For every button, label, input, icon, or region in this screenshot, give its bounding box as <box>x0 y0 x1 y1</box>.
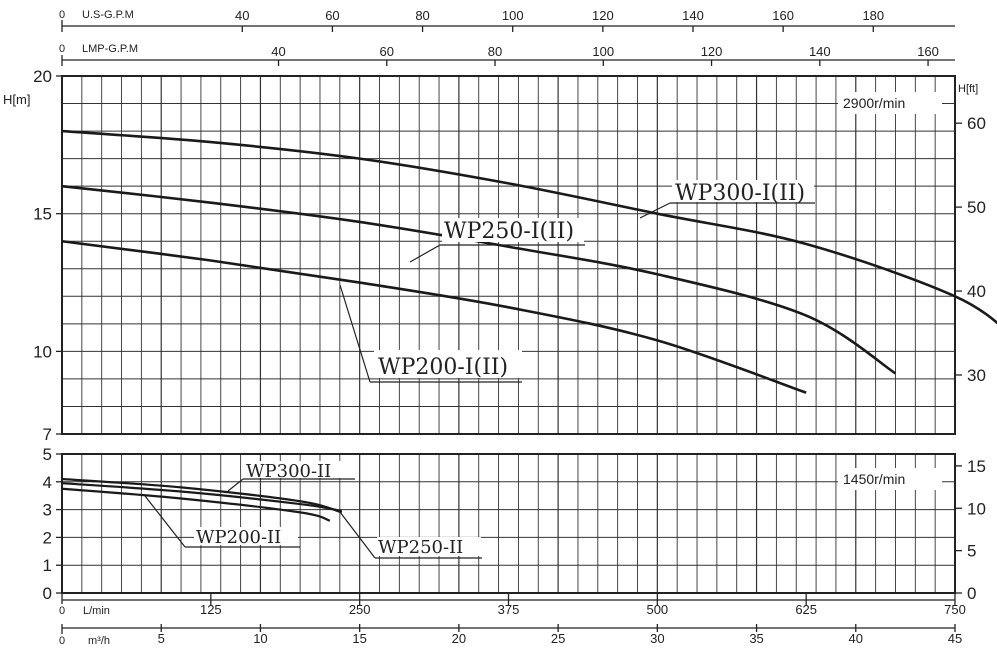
usgpm-zero: 0 <box>59 9 65 21</box>
y-ft-tick-label: 60 <box>967 114 986 133</box>
usgpm-ticks: 40 60 80 100 120 140 160 180 <box>235 8 884 32</box>
h-ft-label: H[ft] <box>958 83 978 95</box>
upper-plot-frame <box>61 75 956 435</box>
label-wp200: WP200-I(II) <box>339 284 522 383</box>
m3h-axis-label: m³/h <box>88 635 110 647</box>
usgpm-axis: 0 U.S-G.P.M 40 60 80 100 120 140 160 180 <box>59 8 955 32</box>
impgpm-tick-label: 40 <box>271 44 285 59</box>
lower-grid <box>62 454 955 593</box>
y-ft-tick-label: 10 <box>967 499 986 518</box>
upper-left-ticks: 20 15 10 7 <box>33 67 62 444</box>
curve-wp300-ii <box>61 477 343 514</box>
usgpm-tick-label: 160 <box>772 8 794 23</box>
curve-wp200-i-ii <box>61 239 807 394</box>
usgpm-tick-label: 60 <box>325 8 339 23</box>
y-tick-label: 4 <box>43 473 52 492</box>
curve-wp300-i-ii <box>61 129 997 325</box>
usgpm-tick-label: 80 <box>415 8 429 23</box>
lower-right-ticks: 15 10 5 0 <box>955 457 986 603</box>
series-label-wp200: WP200-I(II) <box>378 355 508 380</box>
impgpm-zero: 0 <box>59 43 65 55</box>
y-ft-tick-label: 0 <box>967 584 976 603</box>
impgpm-ticks: 40 60 80 100 120 140 160 <box>271 44 939 66</box>
usgpm-tick-label: 140 <box>682 8 704 23</box>
impgpm-tick-label: 120 <box>701 44 723 59</box>
label-wp200-ii: WP200-II <box>144 495 300 548</box>
usgpm-tick-label: 180 <box>862 8 884 23</box>
usgpm-tick-label: 120 <box>592 8 614 23</box>
impgpm-axis: 0 LMP-G.P.M 40 60 80 100 120 140 160 <box>59 43 955 66</box>
usgpm-tick-label: 100 <box>502 8 524 23</box>
label-wp250-ii: WP250-II <box>339 511 482 559</box>
impgpm-tick-label: 160 <box>917 44 939 59</box>
y-tick-label: 10 <box>33 342 52 361</box>
y-tick-label: 1 <box>43 556 52 575</box>
y-ft-tick-label: 30 <box>967 366 986 385</box>
m3h-tick-label: 15 <box>352 631 366 646</box>
series-label-wp300-ii: WP300-II <box>246 461 331 482</box>
lmin-tick-label: 250 <box>349 602 371 617</box>
y-tick-label: 0 <box>43 584 52 603</box>
impgpm-tick-label: 140 <box>809 44 831 59</box>
y-ft-tick-label: 50 <box>967 198 986 217</box>
lmin-tick-label: 625 <box>795 602 817 617</box>
upper-grid <box>62 76 955 434</box>
speed-label-2900: 2900r/min <box>843 95 905 111</box>
lmin-zero: 0 <box>59 605 65 617</box>
impgpm-tick-label: 80 <box>488 44 502 59</box>
series-label-wp200-ii: WP200-II <box>196 527 281 548</box>
lmin-tick-label: 375 <box>498 602 520 617</box>
label-wp250: WP250-I(II) <box>409 218 585 263</box>
lower-curves <box>61 477 343 522</box>
series-label-wp250-ii: WP250-II <box>378 537 463 558</box>
impgpm-axis-label: LMP-G.P.M <box>82 43 138 55</box>
m3h-tick-label: 35 <box>749 631 763 646</box>
y-tick-label: 3 <box>43 501 52 520</box>
m3h-tick-label: 5 <box>158 631 165 646</box>
y-tick-label: 5 <box>43 445 52 464</box>
m3h-tick-label: 40 <box>849 631 863 646</box>
series-label-wp300: WP300-I(II) <box>675 181 805 206</box>
y-ft-tick-label: 15 <box>967 457 986 476</box>
m3h-zero: 0 <box>59 635 65 647</box>
m3h-tick-label: 25 <box>551 631 565 646</box>
upper-curves <box>61 129 997 394</box>
m3h-tick-label: 30 <box>650 631 664 646</box>
lmin-tick-label: 125 <box>200 602 222 617</box>
lmin-axis: 0 L/min 125 250 375 500 625 750 <box>59 594 966 617</box>
lower-left-ticks: 5 4 3 2 1 0 <box>43 445 62 603</box>
y-tick-label: 7 <box>43 425 52 444</box>
speed-label-1450: 1450r/min <box>843 471 905 487</box>
m3h-axis: 0 m³/h 5 10 15 20 25 30 35 40 45 <box>59 624 962 647</box>
label-wp300-ii: WP300-II <box>227 461 355 492</box>
impgpm-tick-label: 100 <box>592 44 614 59</box>
y-tick-label: 20 <box>33 67 52 86</box>
y-tick-label: 2 <box>43 528 52 547</box>
lmin-tick-label: 500 <box>646 602 668 617</box>
usgpm-tick-label: 40 <box>235 8 249 23</box>
y-ft-tick-label: 40 <box>967 282 986 301</box>
m3h-ticks: 5 10 15 20 25 30 35 40 45 <box>158 624 962 646</box>
usgpm-axis-label: U.S-G.P.M <box>82 9 134 21</box>
m3h-tick-label: 45 <box>948 631 962 646</box>
series-label-wp250: WP250-I(II) <box>444 219 574 244</box>
h-m-label: H[m] <box>3 92 30 107</box>
lmin-ticks: 125 250 375 500 625 750 <box>200 594 966 617</box>
lmin-tick-label: 750 <box>944 602 966 617</box>
impgpm-tick-label: 60 <box>380 44 394 59</box>
curve-wp200-ii <box>61 487 331 522</box>
curve-wp250-i-ii <box>61 184 897 375</box>
curve-wp250-ii <box>61 482 342 513</box>
label-wp300: WP300-I(II) <box>639 180 815 219</box>
y-ft-tick-label: 5 <box>967 542 976 561</box>
lmin-axis-label: L/min <box>83 605 110 617</box>
m3h-tick-label: 10 <box>253 631 267 646</box>
lower-plot-frame <box>61 453 956 594</box>
m3h-tick-label: 20 <box>452 631 466 646</box>
y-tick-label: 15 <box>33 205 52 224</box>
upper-right-ticks: 60 50 40 30 <box>955 114 986 385</box>
